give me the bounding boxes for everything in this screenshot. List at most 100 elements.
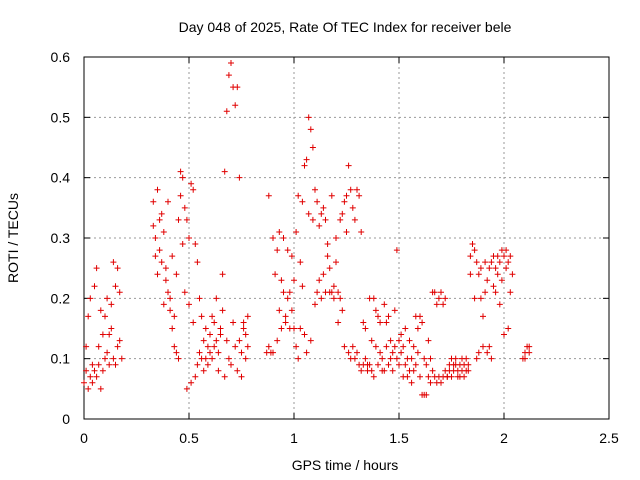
data-point — [337, 295, 344, 302]
data-point — [484, 349, 491, 356]
data-point — [387, 337, 394, 344]
data-point — [370, 373, 377, 380]
data-point — [165, 198, 171, 205]
data-point — [396, 361, 402, 368]
data-point — [238, 349, 245, 356]
data-point — [372, 307, 379, 314]
data-point — [368, 337, 375, 344]
data-point — [345, 162, 352, 169]
data-point — [156, 216, 163, 223]
data-point — [150, 222, 157, 229]
data-point — [102, 313, 108, 320]
data-point — [498, 277, 505, 284]
data-point — [288, 253, 295, 260]
data-point — [307, 126, 314, 133]
data-point — [366, 361, 373, 368]
data-point — [475, 349, 482, 356]
data-point — [410, 343, 417, 350]
data-point — [225, 72, 232, 79]
data-point — [91, 367, 98, 374]
data-point — [488, 259, 495, 266]
data-point — [97, 385, 104, 392]
data-point — [280, 289, 287, 296]
data-point — [377, 349, 384, 356]
data-point — [186, 235, 192, 241]
data-point — [196, 295, 203, 302]
data-point — [351, 355, 358, 362]
data-point — [213, 295, 220, 302]
data-point — [358, 367, 365, 374]
data-point — [425, 373, 432, 380]
data-point — [87, 373, 94, 380]
data-point — [482, 259, 489, 266]
data-point — [316, 222, 323, 229]
data-point — [438, 379, 444, 386]
chart-title: Day 048 of 2025, Rate Of TEC Index for r… — [179, 19, 512, 35]
y-tick-label: 0.3 — [51, 230, 71, 246]
data-point — [295, 192, 302, 199]
data-point — [104, 349, 111, 356]
data-point — [433, 301, 440, 308]
data-point — [404, 373, 411, 380]
data-point — [234, 367, 241, 374]
data-point — [496, 259, 503, 266]
data-point — [102, 355, 108, 362]
data-point — [438, 289, 444, 296]
x-tick-label: 0.5 — [179, 430, 199, 446]
data-point — [190, 186, 197, 193]
data-point — [284, 295, 291, 302]
data-point — [112, 283, 119, 290]
data-point — [188, 379, 195, 386]
data-point — [358, 228, 365, 235]
data-point — [106, 361, 113, 368]
y-tick-label: 0 — [62, 411, 70, 427]
data-point — [368, 367, 375, 374]
data-point — [318, 295, 325, 302]
data-point — [175, 216, 182, 223]
data-point — [469, 241, 476, 248]
data-point — [385, 313, 392, 320]
data-point — [345, 349, 352, 356]
data-point — [391, 343, 398, 350]
data-point — [477, 265, 484, 272]
data-point — [162, 277, 169, 284]
data-point — [236, 174, 243, 181]
data-point — [375, 313, 381, 320]
data-point — [240, 325, 247, 332]
data-point — [463, 355, 470, 362]
data-point — [335, 289, 342, 296]
data-point — [297, 259, 304, 266]
data-point — [95, 343, 102, 350]
data-point — [431, 289, 438, 296]
data-point — [158, 210, 165, 217]
data-point — [312, 301, 318, 308]
x-tick-label: 1 — [290, 430, 298, 446]
data-point — [209, 355, 216, 362]
data-point — [97, 307, 104, 314]
data-point — [480, 343, 486, 350]
data-point — [471, 247, 478, 254]
data-point — [303, 349, 310, 356]
data-point — [175, 355, 182, 362]
data-point — [207, 349, 213, 356]
data-point — [509, 271, 516, 278]
data-point — [398, 331, 405, 338]
data-point — [381, 301, 388, 308]
data-point — [467, 253, 474, 260]
data-point — [110, 259, 117, 266]
data-point — [154, 186, 161, 193]
data-point — [320, 271, 327, 278]
data-point — [291, 325, 297, 332]
data-point — [282, 319, 289, 326]
data-point — [473, 355, 480, 362]
data-point — [85, 313, 92, 320]
data-point — [324, 253, 331, 260]
data-point — [406, 337, 413, 344]
data-point — [501, 331, 507, 338]
data-point — [160, 301, 167, 308]
data-point — [215, 349, 222, 356]
data-point — [299, 283, 306, 290]
data-point — [314, 198, 321, 205]
data-point — [194, 259, 201, 266]
data-point — [330, 283, 337, 290]
